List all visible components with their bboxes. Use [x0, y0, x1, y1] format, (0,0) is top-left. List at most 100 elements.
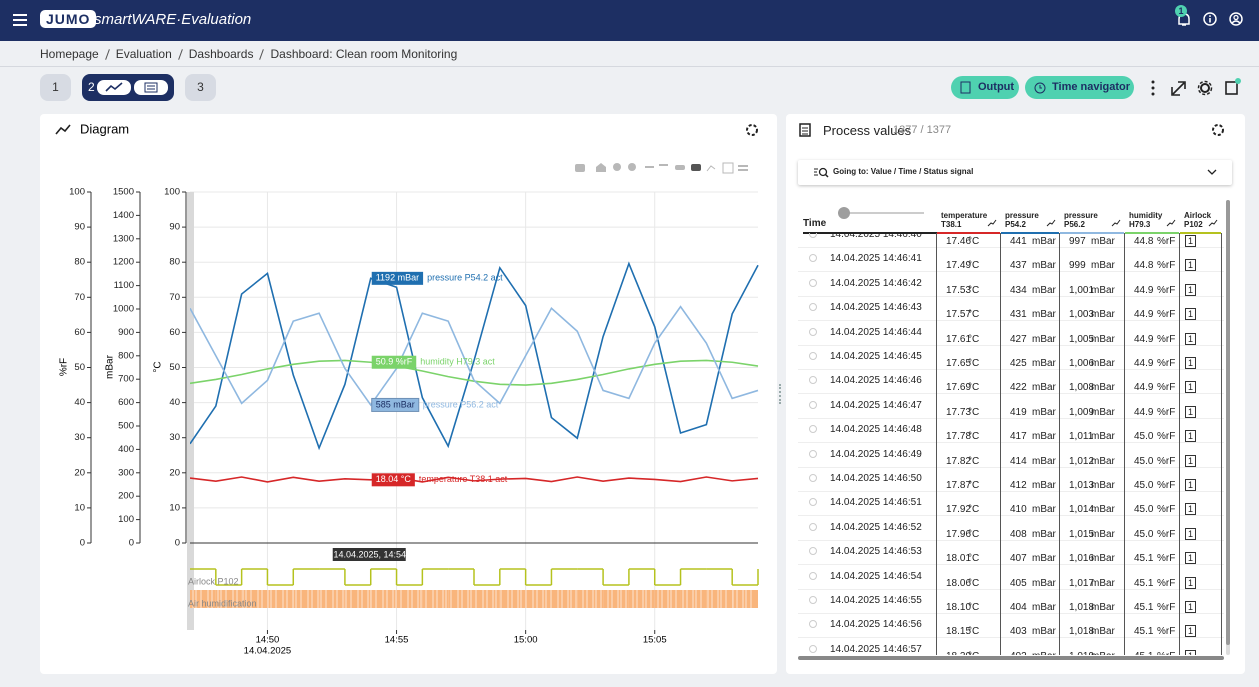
column-header: Airlock [1184, 211, 1212, 220]
splitter[interactable] [779, 384, 784, 404]
cell-divider [1059, 467, 1060, 492]
unit-cell: mBar [1032, 309, 1056, 321]
value-cell: 45.0 [1134, 455, 1154, 467]
time-cell: 14.04.2025 14:46:55 [830, 595, 922, 606]
y-tick-label: 100 [69, 187, 85, 198]
time-cell: 14.04.2025 14:46:45 [830, 351, 922, 362]
series-name: temperature T38.1 act [419, 474, 508, 484]
digital-block [551, 590, 578, 608]
cell-divider [1000, 296, 1001, 322]
digital-block [499, 590, 526, 608]
unit-cell: %rF [1157, 602, 1176, 613]
button-icons [960, 81, 1046, 94]
value-cell: 425 [1010, 358, 1027, 369]
time-slider[interactable] [836, 206, 926, 220]
value-cell: 1,011 [1069, 431, 1094, 443]
trend-glyph [1046, 219, 1056, 227]
breadcrumb-item[interactable]: Homepage [40, 47, 99, 61]
cell-divider [936, 637, 937, 655]
chevron[interactable] [1207, 169, 1217, 176]
pin-glyph [809, 352, 817, 360]
cursor-readout-bg [371, 473, 415, 487]
y-tick-label: 1000 [113, 304, 134, 315]
breadcrumb-item[interactable]: Evaluation [115, 47, 172, 61]
unit-cell: %rF [1157, 260, 1176, 272]
cell-divider [1124, 467, 1125, 492]
time-cell: 14.04.2025 14:46:50 [830, 473, 922, 484]
y-tick-label: 600 [118, 397, 134, 408]
value-cell: 1,001 [1069, 284, 1095, 296]
value-cell: 999 [1069, 260, 1086, 272]
series-name: pressure P54.2 act [427, 273, 503, 283]
value-cell: 403 [1010, 626, 1027, 638]
settings-icon[interactable] [746, 124, 758, 136]
value-cell: 44.8 [1134, 260, 1154, 272]
value-cell: 437 [1010, 260, 1027, 272]
cell-divider [1059, 442, 1060, 468]
breadcrumb-item[interactable]: Dashboards [188, 47, 254, 61]
unit-cell: mBar [1032, 651, 1056, 655]
tab-view-switch[interactable] [97, 79, 169, 96]
cell-divider [936, 613, 937, 639]
cell-divider [1059, 418, 1060, 444]
time-navigator-button[interactable]: Time navigator [1025, 76, 1134, 99]
digital-block [525, 590, 552, 608]
info-icon[interactable] [1203, 12, 1219, 28]
scrollbar[interactable] [1226, 200, 1230, 655]
column-header: temperature [941, 211, 988, 220]
cursor-readout: 1192 mBar [376, 273, 419, 283]
y-tick-label: 100 [118, 514, 134, 525]
menu-icon[interactable] [13, 13, 29, 27]
value-cell: 17.61 [946, 333, 972, 345]
cell-divider [1179, 393, 1180, 419]
value-cell: 1,013 [1069, 480, 1095, 491]
y-tick-label: 100 [164, 187, 180, 198]
cell-divider [1059, 271, 1060, 297]
value-cell: 18.10 [946, 602, 972, 613]
time-cell: 14.04.2025 14:46:48 [830, 424, 922, 436]
cell-divider [936, 296, 937, 322]
y-tick-label: 60 [169, 327, 180, 338]
series-line [190, 305, 759, 407]
y-tick-label: 500 [118, 421, 134, 432]
value-cell: 17.87 [946, 480, 972, 491]
cell-divider [1124, 515, 1125, 541]
toolbar-icons[interactable] [1145, 78, 1245, 98]
value-cell: 45.1 [1134, 626, 1154, 638]
digital-block [422, 590, 449, 608]
value-cell: 17.46 [946, 236, 972, 247]
cell-divider [1124, 418, 1125, 444]
chart-toolbar[interactable] [575, 162, 748, 174]
tab[interactable]: 3 [185, 74, 216, 101]
x-tick-label: 14:50 [256, 635, 280, 646]
cursor-readout: 585 mBar [376, 399, 415, 409]
unit-cell: °C [968, 602, 980, 613]
value-cell: 44.9 [1134, 382, 1154, 394]
unit-cell: %rF [1157, 651, 1175, 655]
account-icon[interactable] [1229, 12, 1245, 28]
y-tick-label: 1100 [114, 280, 134, 291]
unit-cell: mBar [1091, 651, 1115, 655]
status-cell: 1 [1185, 259, 1196, 272]
unit-cell: mBar [1091, 284, 1115, 296]
time-cell: 14.04.2025 14:46:43 [830, 302, 922, 314]
tab[interactable]: 1 [40, 74, 71, 101]
value-cell: 44.9 [1134, 333, 1154, 345]
unit-cell: mBar [1032, 455, 1056, 467]
x-axis-date: 14.04.2025 [244, 646, 292, 657]
goto-label: Going to: Value / Time / Status signal [833, 167, 974, 176]
cell-divider [1124, 345, 1125, 370]
track-label: Air humidification [188, 598, 257, 608]
time-cell: 14.04.2025 14:46:41 [830, 253, 922, 265]
unit-cell: °C [968, 553, 980, 565]
y-tick-label: 80 [74, 257, 85, 268]
cell-divider [1179, 613, 1180, 639]
goto-box[interactable] [798, 160, 1232, 185]
settings-icon[interactable] [1211, 123, 1225, 137]
cell-divider [1059, 296, 1060, 322]
breadcrumb-item[interactable]: Dashboard: Clean room Monitoring [270, 47, 458, 61]
trend-glyph [1208, 219, 1218, 227]
digital-block [577, 590, 604, 608]
cell-divider [1179, 442, 1180, 468]
scrollbar-h[interactable] [798, 656, 1224, 660]
